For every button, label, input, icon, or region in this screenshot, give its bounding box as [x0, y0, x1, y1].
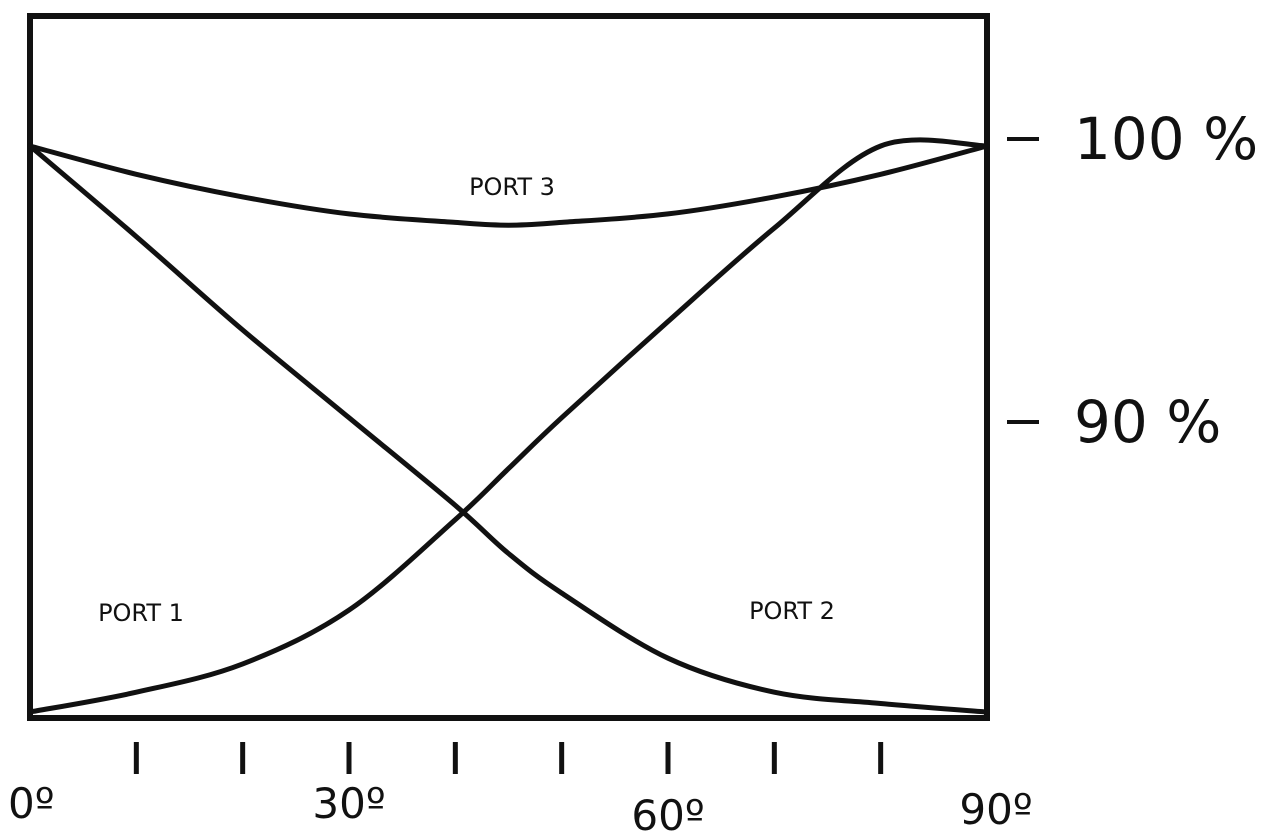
series-label-port-1: PORT 1: [98, 599, 184, 627]
x-tick-label: 30º: [312, 779, 385, 828]
y-tick-label: 100 %: [1074, 105, 1258, 173]
x-tick-label: 0º: [8, 779, 55, 828]
x-tick-label: 60º: [631, 791, 704, 831]
y-tick-label: 90 %: [1074, 388, 1221, 456]
series-label-port-3: PORT 3: [469, 173, 555, 201]
plot-frame: [27, 13, 990, 721]
series-label-port-2: PORT 2: [749, 597, 835, 625]
series-line-port-2: [27, 143, 990, 715]
series-line-port-1: [27, 137, 990, 715]
x-tick-label: 90º: [959, 785, 1032, 831]
series-line-port-3: [27, 143, 990, 228]
